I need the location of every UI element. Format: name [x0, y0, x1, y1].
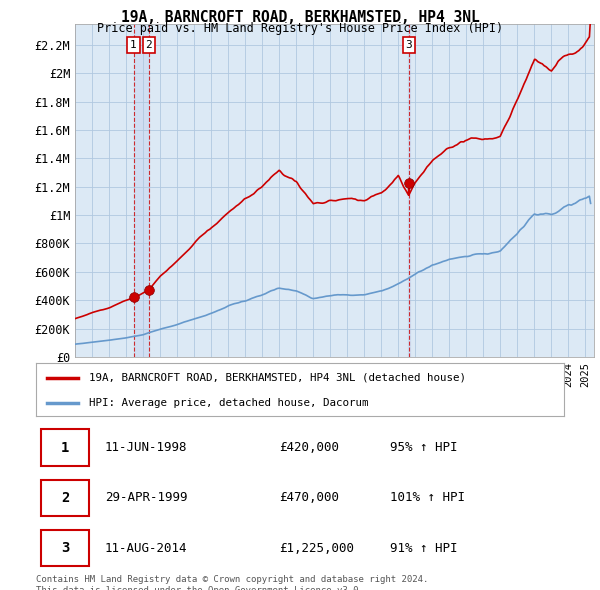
Text: 91% ↑ HPI: 91% ↑ HPI — [390, 542, 457, 555]
Text: Contains HM Land Registry data © Crown copyright and database right 2024.
This d: Contains HM Land Registry data © Crown c… — [36, 575, 428, 590]
Text: 2: 2 — [61, 491, 69, 505]
FancyBboxPatch shape — [41, 430, 89, 466]
Text: 19A, BARNCROFT ROAD, BERKHAMSTED, HP4 3NL: 19A, BARNCROFT ROAD, BERKHAMSTED, HP4 3N… — [121, 10, 479, 25]
Text: 3: 3 — [61, 541, 69, 555]
Text: 11-AUG-2014: 11-AUG-2014 — [104, 542, 187, 555]
Text: HPI: Average price, detached house, Dacorum: HPI: Average price, detached house, Daco… — [89, 398, 368, 408]
Bar — [134, 24, 149, 357]
Bar — [408, 24, 410, 357]
Text: 3: 3 — [406, 40, 412, 50]
FancyBboxPatch shape — [41, 480, 89, 516]
Text: £470,000: £470,000 — [279, 491, 339, 504]
FancyBboxPatch shape — [41, 530, 89, 566]
Text: 101% ↑ HPI: 101% ↑ HPI — [390, 491, 465, 504]
Text: £1,225,000: £1,225,000 — [279, 542, 354, 555]
Text: 1: 1 — [130, 40, 137, 50]
Text: 19A, BARNCROFT ROAD, BERKHAMSTED, HP4 3NL (detached house): 19A, BARNCROFT ROAD, BERKHAMSTED, HP4 3N… — [89, 373, 466, 383]
Text: £420,000: £420,000 — [279, 441, 339, 454]
Text: 29-APR-1999: 29-APR-1999 — [104, 491, 187, 504]
Text: Price paid vs. HM Land Registry's House Price Index (HPI): Price paid vs. HM Land Registry's House … — [97, 22, 503, 35]
Text: 1: 1 — [61, 441, 69, 455]
Text: 11-JUN-1998: 11-JUN-1998 — [104, 441, 187, 454]
Text: 2: 2 — [145, 40, 152, 50]
Text: 95% ↑ HPI: 95% ↑ HPI — [390, 441, 457, 454]
